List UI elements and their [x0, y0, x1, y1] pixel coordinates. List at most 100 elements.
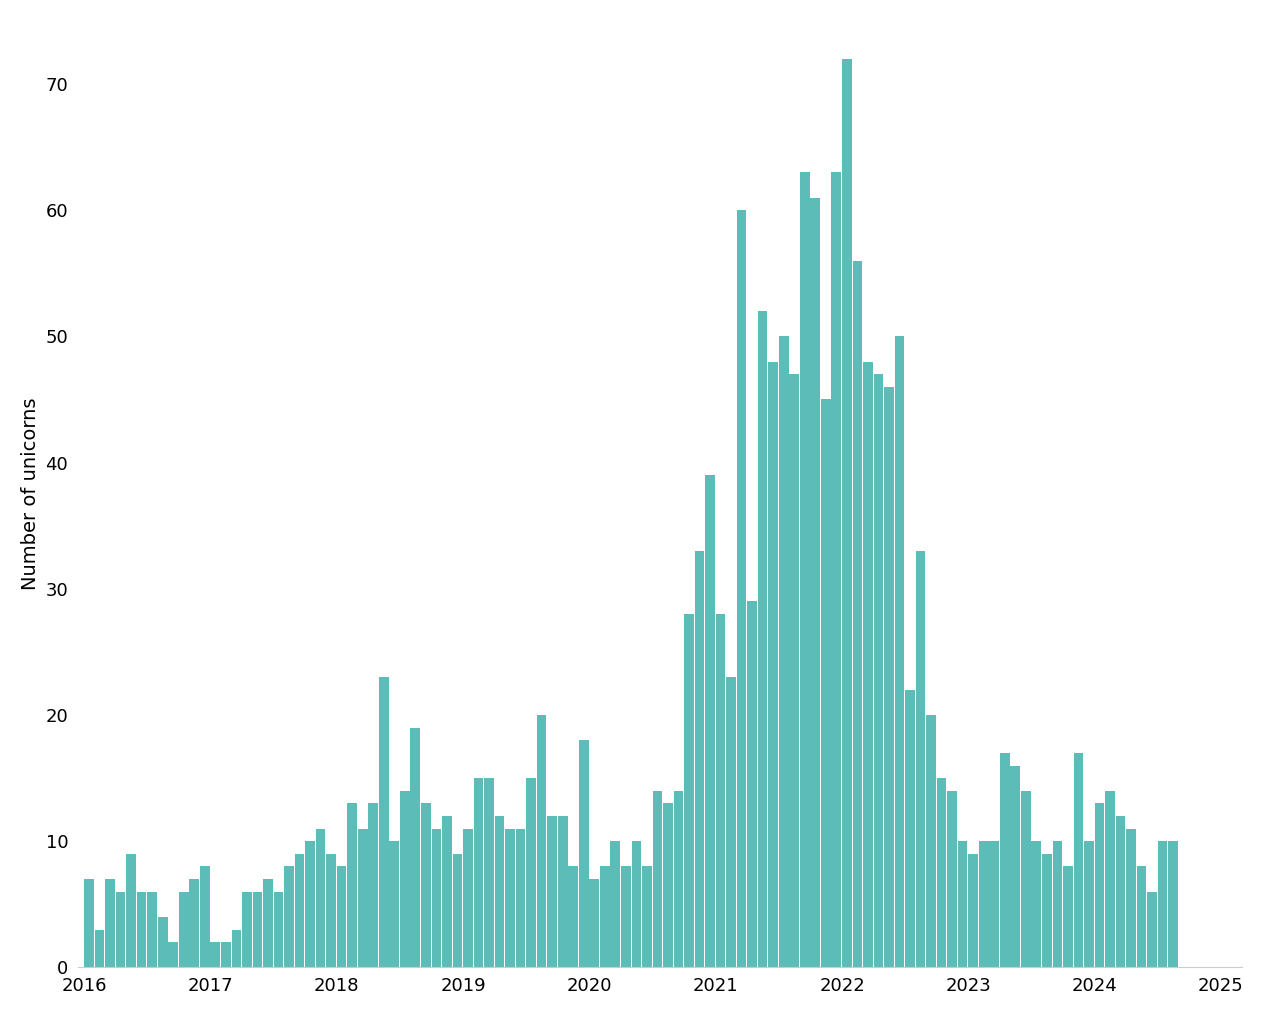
Bar [926, 715, 936, 967]
Bar [1084, 841, 1094, 967]
Bar [179, 892, 189, 967]
Bar [685, 614, 694, 967]
Bar [200, 867, 209, 967]
Bar [905, 690, 914, 967]
Bar [1106, 790, 1115, 967]
Bar [969, 853, 978, 967]
Bar [95, 930, 104, 967]
Bar [1136, 867, 1146, 967]
Bar [274, 892, 283, 967]
Bar [1158, 841, 1168, 967]
Bar [1031, 841, 1041, 967]
Bar [115, 892, 126, 967]
Bar [294, 853, 304, 967]
Bar [463, 829, 473, 967]
Bar [653, 790, 662, 967]
Bar [957, 841, 967, 967]
Bar [127, 853, 136, 967]
Bar [1042, 853, 1051, 967]
Y-axis label: Number of unicorns: Number of unicorns [20, 398, 39, 590]
Bar [895, 336, 904, 967]
Bar [105, 879, 115, 967]
Bar [989, 841, 999, 967]
Bar [495, 816, 505, 967]
Bar [1063, 867, 1073, 967]
Bar [369, 804, 378, 967]
Bar [536, 715, 547, 967]
Bar [326, 853, 336, 967]
Bar [1168, 841, 1178, 967]
Bar [874, 374, 884, 967]
Bar [84, 879, 94, 967]
Bar [453, 853, 463, 967]
Bar [242, 892, 252, 967]
Bar [673, 790, 683, 967]
Bar [832, 173, 841, 967]
Bar [727, 677, 735, 967]
Bar [610, 841, 620, 967]
Bar [337, 867, 346, 967]
Bar [1021, 790, 1031, 967]
Bar [1126, 829, 1136, 967]
Bar [421, 804, 431, 967]
Bar [1074, 753, 1083, 967]
Bar [790, 374, 799, 967]
Bar [399, 790, 410, 967]
Bar [306, 841, 314, 967]
Bar [221, 942, 231, 967]
Bar [568, 867, 578, 967]
Bar [252, 892, 262, 967]
Bar [810, 197, 820, 967]
Bar [842, 59, 852, 967]
Bar [210, 942, 221, 967]
Bar [474, 778, 483, 967]
Bar [915, 551, 926, 967]
Bar [284, 867, 294, 967]
Bar [937, 778, 946, 967]
Bar [705, 475, 715, 967]
Bar [590, 879, 598, 967]
Bar [663, 804, 673, 967]
Bar [1148, 892, 1156, 967]
Bar [1094, 804, 1104, 967]
Bar [884, 387, 894, 967]
Bar [169, 942, 178, 967]
Bar [747, 601, 757, 967]
Bar [379, 677, 388, 967]
Bar [1011, 765, 1021, 967]
Bar [358, 829, 368, 967]
Bar [768, 362, 779, 967]
Bar [642, 867, 652, 967]
Bar [737, 210, 747, 967]
Bar [157, 917, 167, 967]
Bar [147, 892, 157, 967]
Bar [715, 614, 725, 967]
Bar [516, 829, 525, 967]
Bar [232, 930, 241, 967]
Bar [189, 879, 199, 967]
Bar [864, 362, 872, 967]
Bar [558, 816, 568, 967]
Bar [548, 816, 557, 967]
Bar [443, 816, 451, 967]
Bar [1000, 753, 1009, 967]
Bar [264, 879, 273, 967]
Bar [579, 741, 588, 967]
Bar [431, 829, 441, 967]
Bar [505, 829, 515, 967]
Bar [316, 829, 326, 967]
Bar [979, 841, 989, 967]
Bar [600, 867, 610, 967]
Bar [695, 551, 704, 967]
Bar [820, 399, 831, 967]
Bar [800, 173, 809, 967]
Bar [852, 261, 862, 967]
Bar [758, 311, 767, 967]
Bar [137, 892, 147, 967]
Bar [631, 841, 642, 967]
Bar [526, 778, 536, 967]
Bar [484, 778, 493, 967]
Bar [389, 841, 399, 967]
Bar [347, 804, 358, 967]
Bar [621, 867, 630, 967]
